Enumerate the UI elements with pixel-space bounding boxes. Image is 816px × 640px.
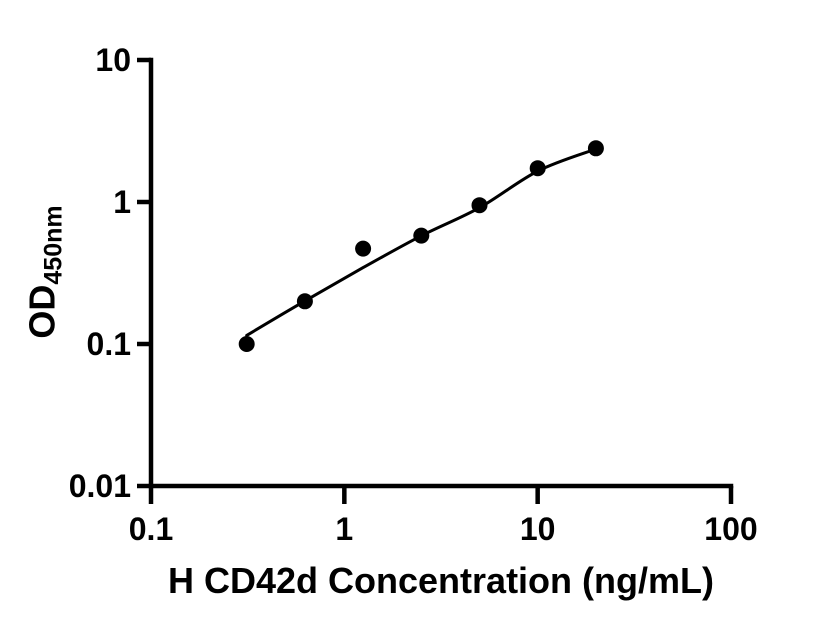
data-point-marker (587, 140, 604, 157)
x-tick-label: 10 (520, 511, 556, 547)
y-axis-title: OD450nm (22, 205, 69, 338)
y-tick-label: 10 (95, 42, 131, 78)
x-tick-label: 0.1 (129, 511, 173, 547)
data-point-marker (413, 227, 430, 244)
data-point-marker (471, 197, 488, 214)
y-tick-label: 0.01 (69, 468, 131, 504)
data-point-marker (355, 240, 372, 257)
y-axis-title-subscript: 450nm (39, 205, 68, 285)
y-tick-label: 1 (113, 184, 131, 220)
data-point-marker (296, 293, 313, 310)
x-tick-label: 1 (335, 511, 353, 547)
data-point-marker (238, 336, 255, 352)
y-axis-title-main: OD (21, 284, 63, 339)
x-tick-label: 100 (704, 511, 757, 547)
x-axis-title: H CD42d Concentration (ng/mL) (168, 560, 714, 601)
data-point-marker (529, 160, 546, 177)
y-tick-label: 0.1 (87, 326, 131, 362)
